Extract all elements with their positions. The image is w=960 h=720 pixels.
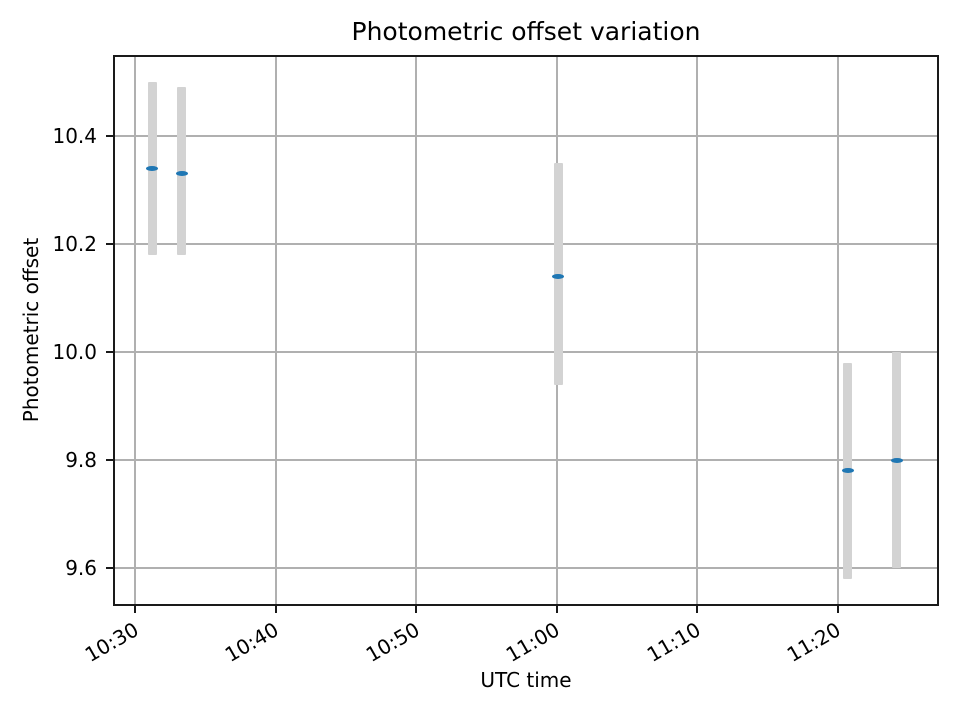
y-tick-10.2: [106, 243, 113, 246]
x-tick-10:50: [415, 606, 418, 613]
x-tick-10:30: [134, 606, 137, 613]
data-point-marker-11:24: [890, 457, 903, 463]
error-bar-11:00: [553, 163, 563, 385]
gridline-y-9.6: [113, 567, 939, 570]
gridline-x-11:20: [836, 55, 839, 606]
y-tick-10.4: [106, 135, 113, 138]
gridline-x-10:40: [274, 55, 277, 606]
x-tick-label-10:30: 10:30: [80, 617, 143, 667]
y-tick-label-10.4: 10.4: [52, 124, 97, 149]
x-tick-11:10: [696, 606, 699, 613]
gridline-x-10:30: [134, 55, 137, 606]
x-tick-label-10:50: 10:50: [361, 617, 424, 667]
data-point-marker-10:33: [175, 171, 188, 177]
y-axis-label: Photometric offset: [19, 237, 43, 423]
chart-title: Photometric offset variation: [351, 17, 701, 46]
x-tick-label-11:20: 11:20: [782, 617, 845, 667]
gridline-x-10:50: [415, 55, 418, 606]
y-tick-label-10.2: 10.2: [52, 232, 97, 257]
data-point-marker-11:21: [841, 468, 854, 474]
data-point-marker-11:00: [552, 273, 565, 279]
y-tick-9.6: [106, 567, 113, 570]
x-tick-11:20: [836, 606, 839, 613]
x-axis-label: UTC time: [480, 668, 572, 692]
x-tick-10:40: [274, 606, 277, 613]
gridline-y-10.0: [113, 351, 939, 354]
y-tick-9.8: [106, 459, 113, 462]
gridline-y-9.8: [113, 459, 939, 462]
y-tick-label-9.6: 9.6: [65, 556, 97, 581]
y-tick-label-9.8: 9.8: [65, 448, 97, 473]
error-bar-10:33: [177, 87, 187, 255]
x-tick-label-11:10: 11:10: [642, 617, 705, 667]
x-tick-11:00: [555, 606, 558, 613]
y-tick-label-10.0: 10.0: [52, 340, 97, 365]
gridline-y-10.2: [113, 243, 939, 246]
data-point-marker-10:31: [146, 165, 159, 171]
plot-area: [113, 55, 939, 606]
gridline-x-11:10: [696, 55, 699, 606]
y-tick-10.0: [106, 351, 113, 354]
x-tick-label-11:00: 11:00: [501, 617, 564, 667]
gridline-y-10.4: [113, 135, 939, 138]
x-tick-label-10:40: 10:40: [221, 617, 283, 667]
